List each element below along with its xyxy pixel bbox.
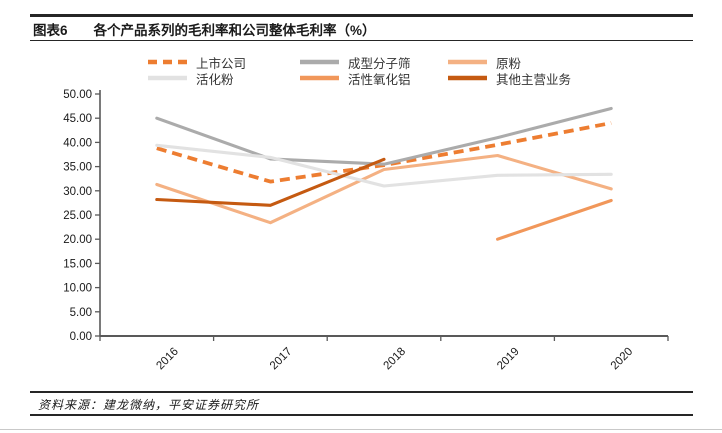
legend-line-swatch [448, 59, 487, 65]
legend-label: 其他主营业务 [496, 72, 572, 87]
header-bottom-rule [30, 40, 693, 41]
footer-bottom-rule [30, 414, 693, 416]
footer-top-rule [30, 391, 693, 393]
legend-line-swatch [300, 75, 339, 81]
x-axis-label: 2016 [154, 346, 181, 373]
line-chart: 0.00 5.00 10.00 15.00 20.00 25.00 30.00 35.00 40… [63, 89, 669, 373]
header-top-rule [30, 14, 693, 17]
y-axis-label: 50.00 [63, 89, 92, 101]
y-axis-label: 15.00 [63, 258, 92, 270]
legend-item-2: 原粉 [448, 54, 522, 71]
x-axis-label: 2018 [382, 346, 409, 373]
legend-item-5: 其他主营业务 [448, 70, 572, 87]
y-axis-label: 25.00 [63, 210, 92, 222]
legend-line-swatch [148, 59, 187, 65]
y-axis-label: 45.00 [63, 113, 92, 125]
y-axis-label: 35.00 [63, 162, 92, 174]
y-axis-label: 5.00 [70, 307, 92, 319]
legend-item-3: 活化粉 [148, 70, 234, 87]
legend-line-swatch [300, 59, 339, 65]
y-axis-label: 40.00 [63, 137, 92, 149]
series-line-1 [155, 106, 613, 166]
legend-line-swatch [148, 75, 187, 81]
legend-label: 活化粉 [196, 72, 234, 87]
legend-label: 上市公司 [196, 56, 247, 71]
series-line-4 [496, 198, 613, 241]
x-axis-label: 2019 [495, 346, 522, 373]
series-line-2 [155, 153, 613, 225]
legend-item-1: 成型分子筛 [300, 54, 411, 71]
legend-label: 原粉 [496, 56, 522, 71]
legend-label: 活性氧化铝 [348, 72, 411, 87]
source-note: 资料来源：建龙微纳，平安证券研究所 [38, 398, 260, 412]
legend-item-0: 上市公司 [148, 54, 247, 71]
series-line-5 [155, 157, 386, 207]
legend-line-swatch [448, 75, 487, 81]
legend-label: 成型分子筛 [348, 56, 411, 71]
legend-item-4: 活性氧化铝 [300, 70, 411, 87]
y-axis-label: 20.00 [63, 234, 92, 246]
page-edge-rule [0, 429, 722, 430]
x-axis-label: 2020 [609, 346, 636, 373]
y-axis-label: 10.00 [63, 283, 92, 295]
figure-title: 各个产品系列的毛利率和公司整体毛利率（%） [93, 23, 376, 38]
y-axis-label: 0.00 [70, 331, 92, 343]
series-line-3 [155, 143, 613, 188]
figure-number: 图表6 [33, 23, 68, 38]
figure-header: 图表6 各个产品系列的毛利率和公司整体毛利率（%） [33, 19, 376, 39]
x-axis-label: 2017 [268, 346, 295, 373]
y-axis-label: 30.00 [63, 186, 92, 198]
